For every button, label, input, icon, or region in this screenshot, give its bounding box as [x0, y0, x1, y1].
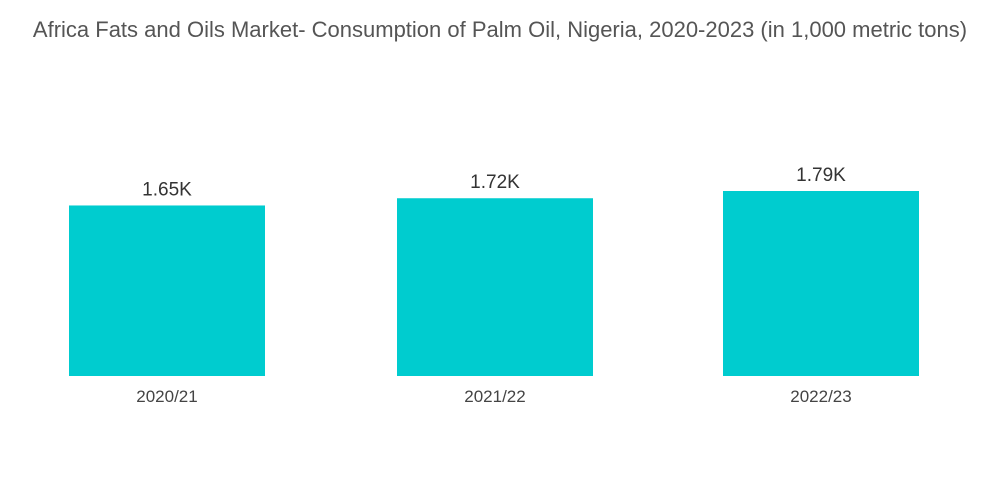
value-labels-group: 1.65K 1.72K 1.79K [142, 165, 846, 200]
x-tick-label-2021/22: 2021/22 [464, 387, 525, 406]
bar-2022/23 [723, 191, 919, 376]
bar-2021/22 [397, 198, 593, 376]
bars-group [69, 191, 919, 376]
bar-2020/21 [69, 205, 265, 376]
x-tick-label-2020/21: 2020/21 [136, 387, 197, 406]
x-tick-labels-group: 2020/21 2021/22 2022/23 [136, 387, 851, 406]
value-label-2020/21: 1.65K [142, 179, 192, 200]
value-label-2022/23: 1.79K [796, 165, 846, 186]
chart-title: Africa Fats and Oils Market- Consumption… [32, 17, 968, 42]
value-label-2021/22: 1.72K [470, 172, 520, 193]
x-tick-label-2022/23: 2022/23 [790, 387, 851, 406]
